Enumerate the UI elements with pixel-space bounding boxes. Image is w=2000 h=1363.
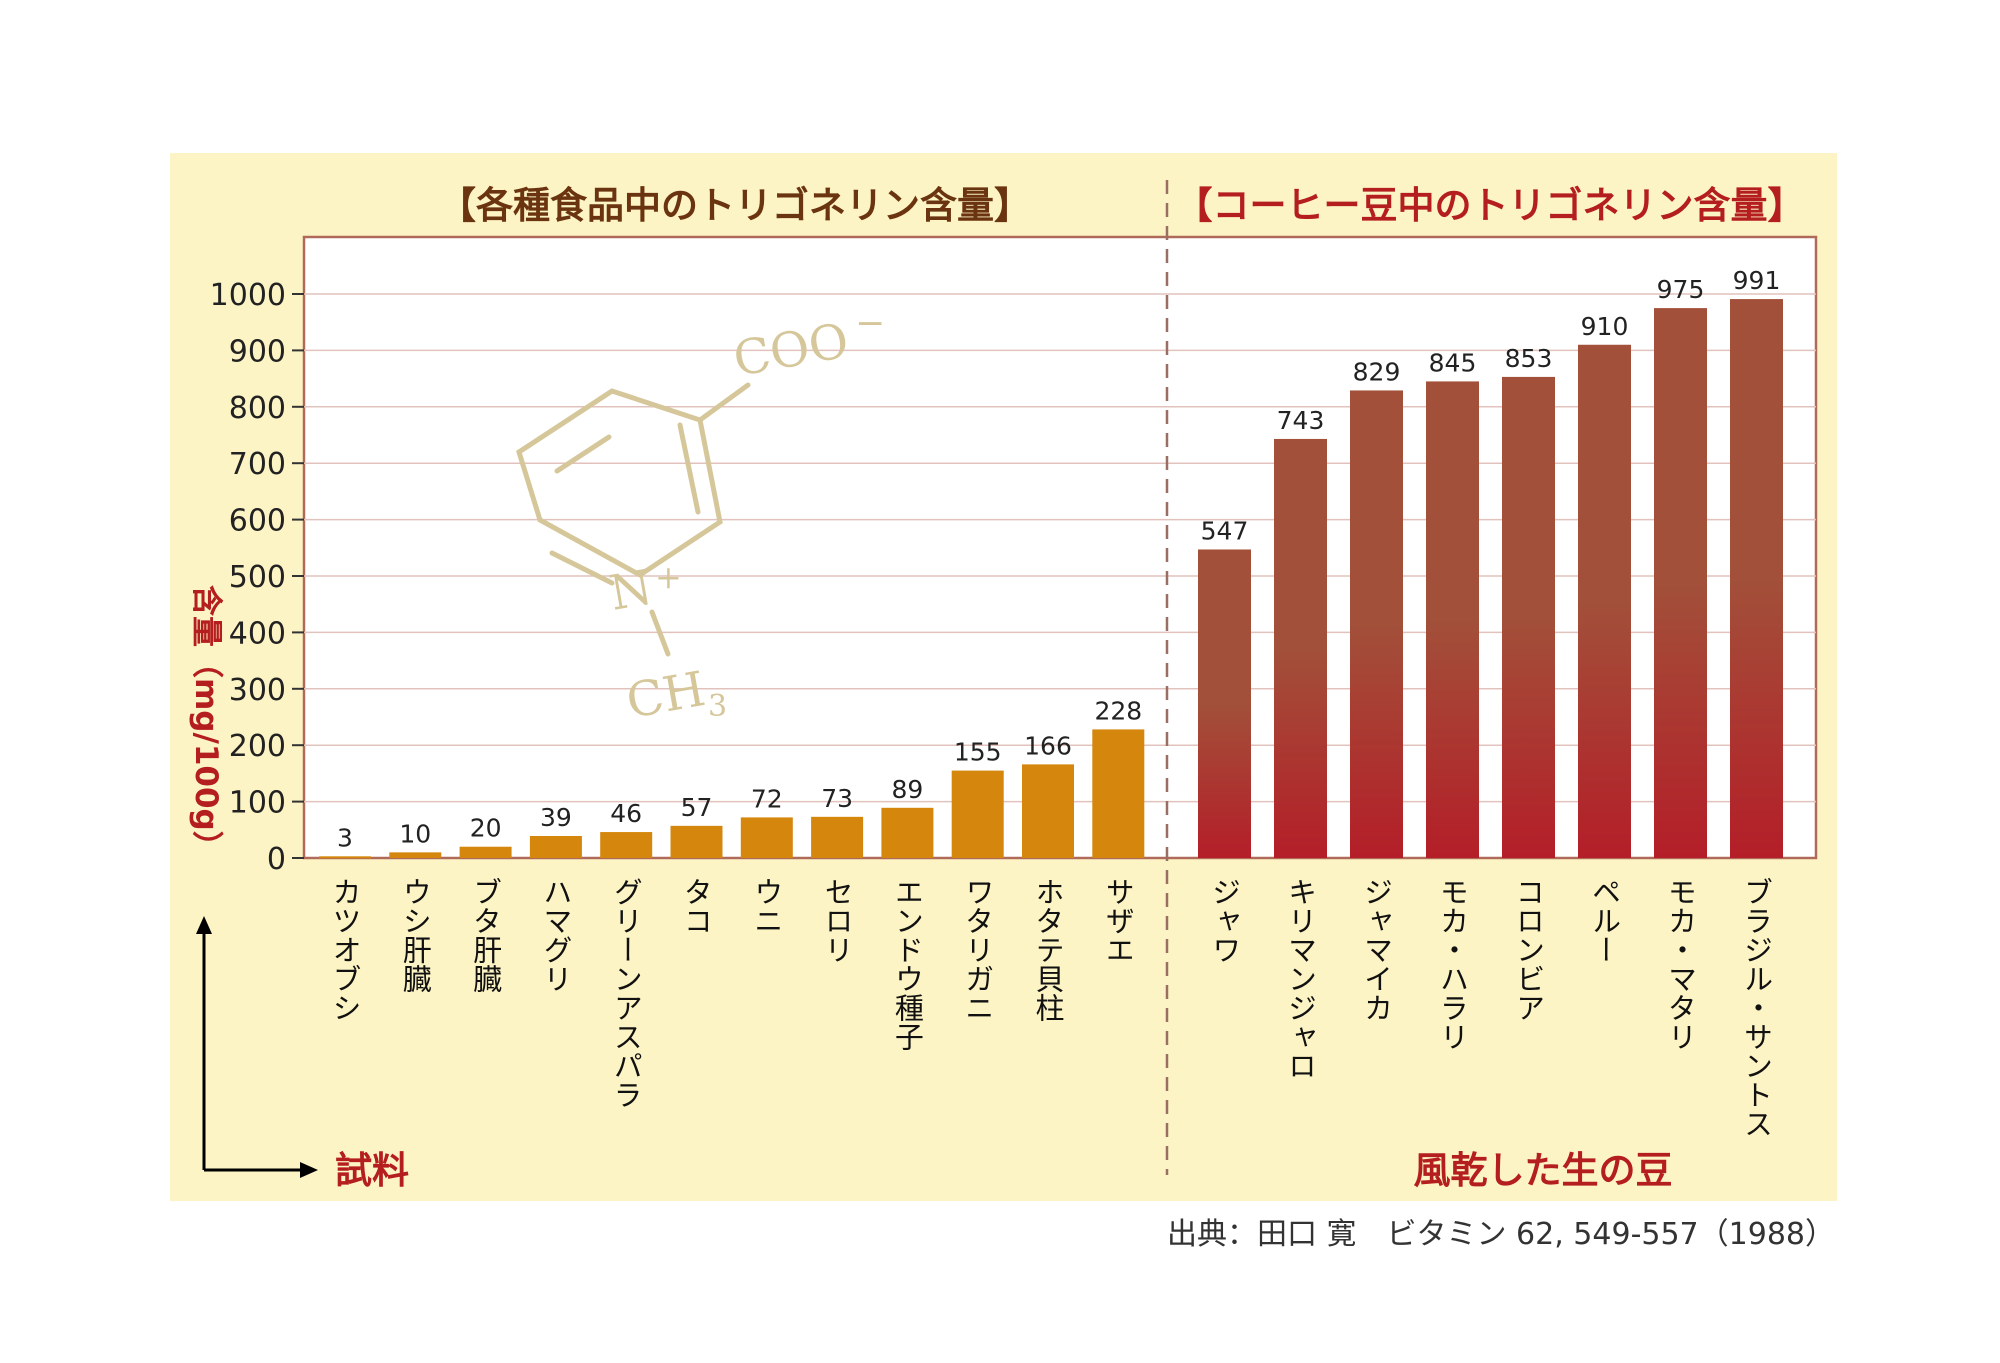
value-label: 166 [1024,731,1072,760]
bar-coffee [1350,390,1403,858]
category-label: ジャワ [1208,877,1242,964]
bar-coffee [1502,376,1555,858]
y-tick-label: 100 [229,786,286,821]
heading-foods: 【各種食品中のトリゴネリン含量】 [439,184,1031,227]
heading-coffee: 【コーヒー豆中のトリゴネリン含量】 [1176,184,1805,227]
value-label: 853 [1505,344,1553,373]
bar-food [951,770,1004,858]
category-label: エンドウ種子 [890,877,924,1051]
category-label: ペルー [1588,877,1622,964]
bar-coffee [1730,299,1783,858]
value-label: 975 [1657,275,1705,304]
bars [319,299,1783,859]
value-labels: 3 10 20 39 46 57 72 73 89 155 166 228 547 743 829 845 85… [337,266,1780,852]
category-label: モカ・マタリ [1664,877,1698,1051]
molecule-plus: + [655,558,682,596]
plot-area [302,235,1818,860]
category-label: ホタテ貝柱 [1031,877,1065,1022]
bar-food [600,832,653,858]
molecule-sub: 3 [708,689,727,724]
value-label: 743 [1277,406,1325,435]
bar-food [670,825,723,858]
bar-coffee [1274,438,1327,858]
value-label: 73 [821,784,853,813]
bar-food [881,807,934,858]
y-tick-label: 700 [229,447,286,482]
value-label: 829 [1353,357,1401,386]
y-tick-label: 900 [229,334,286,369]
molecule-n: N [605,559,656,621]
value-label: 10 [399,819,431,848]
bar-food [389,852,442,858]
category-label: コロンビア [1512,877,1546,1022]
value-label: 845 [1429,348,1477,377]
y-tick-label: 300 [229,673,286,708]
value-label: 72 [751,784,783,813]
category-label: ワタリガニ [961,877,995,1022]
value-label: 547 [1201,516,1249,545]
y-axis-title: 含量（mg/100g） [188,585,224,862]
bar-coffee [1426,381,1479,858]
category-label: ハマグリ [539,877,573,993]
bar-coffee [1654,308,1707,859]
y-tick-label: 200 [229,729,286,764]
value-label: 89 [891,775,923,804]
category-label: セロリ [820,877,854,964]
bar-food [459,846,512,858]
x-axis-title-foods: 試料 [335,1149,409,1192]
bar-food [740,817,793,858]
y-tick-label: 400 [229,616,286,651]
value-label: 57 [681,793,713,822]
y-tick-label: 0 [267,842,286,877]
bar-food [1022,764,1074,858]
category-label: キリマンジャロ [1284,877,1318,1080]
value-label: 991 [1733,266,1781,295]
bar-food [811,816,864,858]
y-tick-label: 600 [229,504,286,539]
category-labels: カツオブシ ウシ肝臓 ブタ肝臓 ハマグリ グリーンアスパラ タコ ウニ セロリ エンドウ種子 ワタ… [328,877,1774,1138]
value-label: 228 [1094,696,1142,725]
source-citation: 出典：田口 寛 ビタミン 62, 549-557（1988） [1167,1217,1835,1252]
bar-food [1092,729,1145,858]
molecule-minus: − [855,303,885,344]
bar-food [529,836,582,858]
category-label: ウニ [750,877,784,935]
value-label: 20 [470,814,502,843]
y-tick-label: 800 [229,391,286,426]
category-label: タコ [680,877,714,935]
x-axis-title-coffee: 風乾した生の豆 [1414,1149,1673,1192]
value-label: 155 [954,738,1002,767]
value-label: 46 [610,799,642,828]
trigonelline-structure [516,382,751,657]
gridlines: 0 100 200 300 400 500 600 700 800 900 1000 [210,278,1816,877]
category-label: ブラジル・サントス [1740,877,1774,1138]
value-label: 910 [1581,312,1629,341]
category-label: ブタ肝臓 [469,877,503,993]
value-label: 39 [540,803,572,832]
category-label: ジャマイカ [1360,877,1394,1022]
molecule-ch: CH [622,661,709,730]
axis-arrow [196,916,318,1178]
bar-coffee [1578,344,1631,858]
category-label: ウシ肝臓 [398,877,432,993]
category-label: カツオブシ [328,877,362,1022]
category-label: モカ・ハラリ [1436,877,1470,1051]
value-label: 3 [337,823,353,852]
y-tick-label: 500 [229,560,286,595]
bar-food [319,856,371,859]
bar-coffee [1198,549,1251,858]
y-tick-label: 1000 [210,278,286,313]
category-label: グリーンアスパラ [609,877,643,1109]
category-label: サザエ [1101,877,1135,964]
